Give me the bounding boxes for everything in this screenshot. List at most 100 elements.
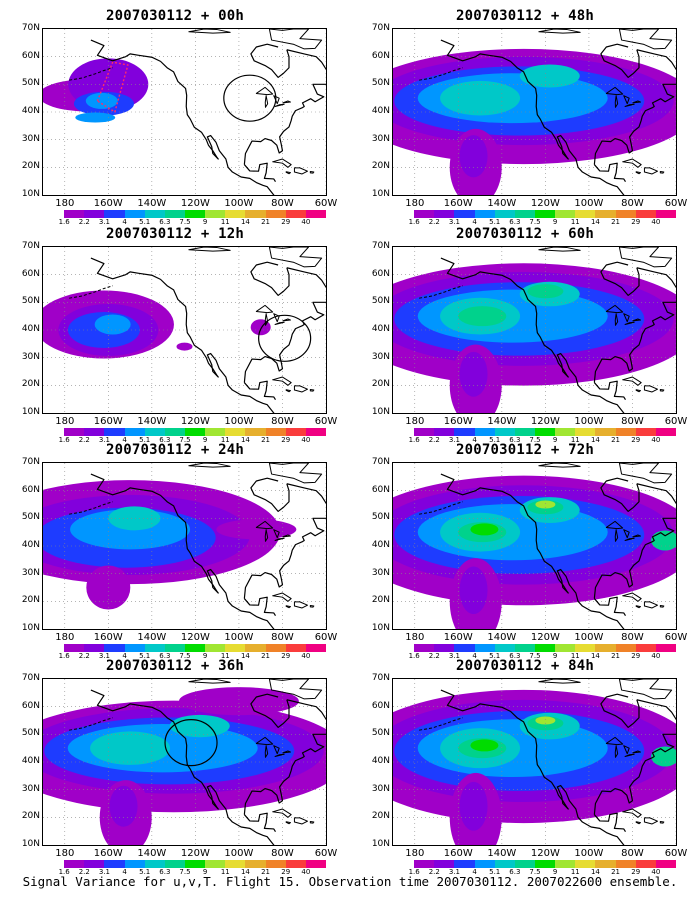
colorbar-swatch: [245, 644, 266, 652]
island-outline: [268, 247, 323, 268]
colorbar-label: 9: [202, 218, 208, 226]
island-outline: [285, 605, 292, 609]
colorbar-swatch: [615, 644, 636, 652]
variance-contour: [651, 746, 676, 767]
colorbar-swatch: [44, 860, 65, 868]
colorbar-labels: 1.6 2.2 3.1 4 5.1 6.3 7.5 9 11 14 21 29 40: [394, 436, 676, 446]
island-outline: [272, 158, 292, 168]
colorbar-swatch: [305, 860, 326, 868]
colorbar-label: 4: [472, 868, 477, 876]
lat-tick-label: 50N: [21, 296, 40, 307]
lon-tick-label: 60W: [664, 632, 688, 643]
lat-tick-label: 70N: [21, 673, 40, 683]
colorbar-labels: 1.6 2.2 3.1 4 5.1 6.3 7.5 9 11 14 21 29 40: [394, 218, 676, 228]
lon-tick-label: 120W: [180, 632, 210, 643]
lon-tick-label: 140W: [137, 416, 167, 427]
map-svg: [393, 247, 676, 413]
map-area: [392, 246, 677, 414]
island-outline: [309, 820, 315, 824]
lat-tick-label: 40N: [21, 324, 40, 334]
colorbar-label: 2.2: [78, 652, 90, 660]
colorbar-label: 6.3: [509, 436, 521, 444]
lake-outline: [255, 304, 274, 314]
colorbar-swatch: [615, 860, 636, 868]
lake-outline: [614, 313, 619, 326]
colorbar-swatch: [555, 428, 576, 436]
coastline: [90, 689, 275, 845]
colorbar-label: 2.2: [428, 436, 440, 444]
aleutian-islands: [419, 67, 463, 81]
island-outline: [293, 385, 308, 393]
coastline: [243, 483, 326, 599]
coastlines: [69, 463, 326, 629]
colorbar-swatch: [655, 644, 676, 652]
colorbar-label: 21: [261, 652, 271, 660]
lake-outline: [282, 100, 292, 104]
lake-outline: [273, 313, 280, 323]
lon-tick-label: 100W: [574, 198, 604, 209]
variance-field: [43, 687, 326, 845]
colorbar-label: 11: [570, 652, 580, 660]
lat-tick-label: 70N: [21, 241, 40, 251]
island-outline: [622, 808, 642, 818]
lake-outline: [274, 103, 285, 107]
colorbar-label: 40: [301, 436, 311, 444]
lake-outline: [632, 750, 642, 754]
lake-outline: [623, 745, 630, 755]
colorbar-label: 7.5: [179, 868, 191, 876]
colorbar-label: 29: [631, 218, 641, 226]
colorbar-swatch: [285, 644, 306, 652]
colorbar-swatch: [454, 210, 475, 218]
lake-outline: [255, 86, 274, 96]
lon-tick-label: 100W: [224, 848, 254, 859]
coastline: [440, 473, 625, 629]
colorbar-label: 29: [281, 436, 291, 444]
lat-tick-label: 70N: [21, 23, 40, 33]
colorbar-label: 40: [651, 868, 661, 876]
coastline: [90, 257, 275, 413]
colorbar-label: 3.1: [98, 436, 110, 444]
coastline: [593, 267, 676, 383]
coastline: [90, 39, 275, 195]
colorbar-label: 3.1: [98, 218, 110, 226]
lon-tick-label: 140W: [487, 416, 517, 427]
variance-contour: [109, 785, 138, 827]
variance-contour: [108, 506, 161, 531]
colorbar-swatch: [454, 644, 475, 652]
colorbar-swatch: [124, 644, 145, 652]
colorbar-swatch: [104, 860, 125, 868]
coastline: [243, 162, 277, 183]
island-outline: [309, 604, 315, 608]
colorbar-swatch: [84, 644, 105, 652]
colorbar-swatch: [534, 210, 556, 218]
colorbar-label: 3.1: [448, 218, 460, 226]
lat-tick-label: 60N: [21, 484, 40, 495]
panel-title: 2007030112 + 84h: [455, 658, 595, 674]
colorbar-label: 14: [590, 436, 600, 444]
coastline: [250, 693, 290, 729]
colorbar-swatch: [144, 210, 165, 218]
lon-tick-label: 180: [55, 198, 75, 209]
colorbar: [394, 644, 676, 652]
colorbar-swatch: [615, 210, 636, 218]
colorbar-swatch: [595, 860, 616, 868]
colorbar-label: 2.2: [428, 652, 440, 660]
panel-title: 2007030112 + 00h: [105, 8, 245, 24]
colorbar-swatch: [205, 860, 226, 868]
colorbar-label: 11: [220, 218, 230, 226]
lon-tick-label: 120W: [530, 848, 560, 859]
coastlines: [419, 29, 676, 195]
island-outline: [309, 170, 315, 174]
colorbar-swatch: [474, 644, 495, 652]
lake-outline: [274, 753, 285, 757]
colorbar-label: 11: [570, 218, 580, 226]
colorbar-labels: 1.6 2.2 3.1 4 5.1 6.3 7.5 9 11 14 21 29 40: [44, 868, 326, 878]
colorbar-label: 29: [281, 218, 291, 226]
lon-tick-label: 160W: [93, 632, 123, 643]
colorbar-label: 3.1: [98, 652, 110, 660]
colorbar-swatch: [414, 860, 435, 868]
lat-tick-label: 30N: [371, 351, 390, 362]
island-outline: [538, 463, 581, 468]
map-svg: [43, 29, 326, 195]
colorbar-label: 6.3: [159, 868, 171, 876]
